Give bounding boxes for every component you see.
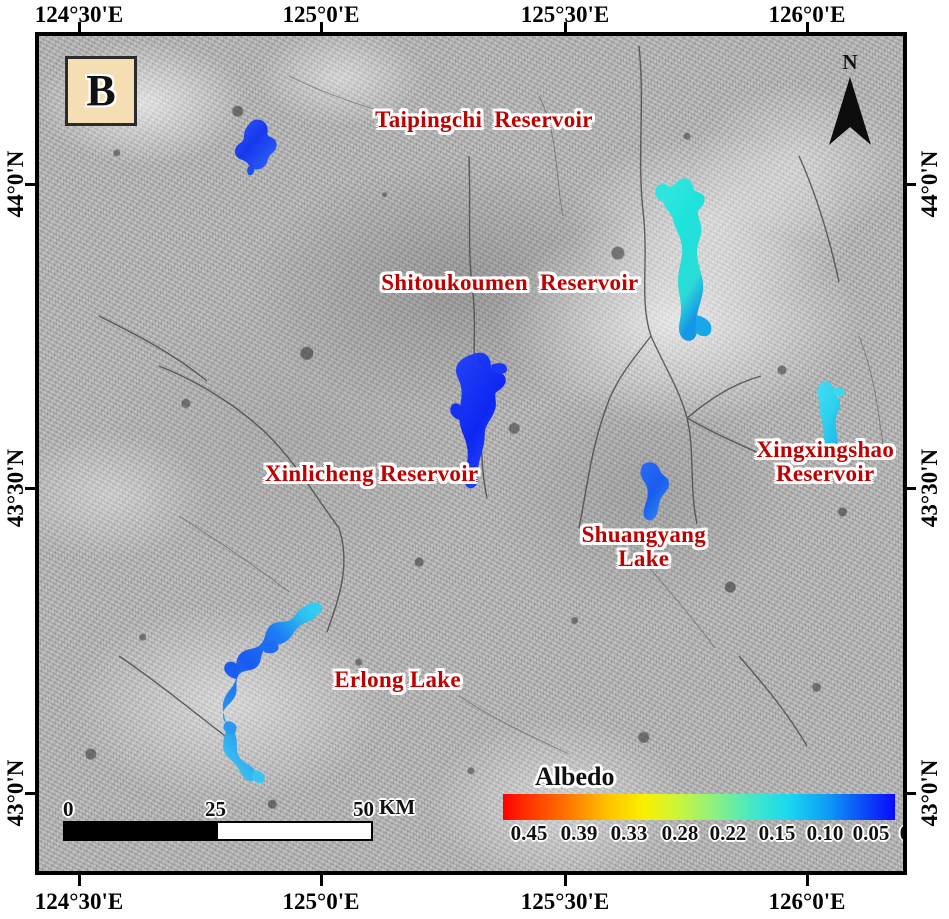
xingxingshao-reservoir-label[interactable]: Xingxingshao Reservoir <box>756 436 895 486</box>
xinlicheng-water <box>450 352 508 489</box>
legend-tick-2: 0.33 <box>610 821 648 845</box>
xinlicheng-reservoir-label[interactable]: Xinlicheng Reservoir <box>264 461 479 487</box>
tick-bottom-4 <box>806 875 809 886</box>
scalebar-tick-labels: 0 25 50 <box>63 797 393 821</box>
legend-tick-6: 0.10 <box>806 821 844 845</box>
tick-left-2 <box>25 487 36 490</box>
axis-left-label-1: 44°0'N <box>3 150 28 218</box>
tick-bottom-1 <box>78 875 81 886</box>
scalebar-tick-50: 50 <box>353 797 374 821</box>
map-frame: B N 0 25 50 KM Albedo 0.45 0.39 0.33 0.2… <box>35 32 907 875</box>
river-network <box>98 45 886 755</box>
legend-tick-4: 0.22 <box>709 821 747 845</box>
taipingchi-water <box>234 119 277 176</box>
axis-bottom-label-4: 126°0'E <box>768 889 846 914</box>
tick-top-2 <box>320 22 323 33</box>
axis-bottom-label-3: 125°30'E <box>520 889 610 914</box>
scalebar-tick-25: 25 <box>205 797 226 821</box>
albedo-legend: Albedo 0.45 0.39 0.33 0.28 0.22 0.15 0.1… <box>499 762 903 849</box>
tick-top-3 <box>564 22 567 33</box>
erlong-lake-label[interactable]: Erlong Lake <box>334 666 461 692</box>
legend-colorbar <box>503 794 895 820</box>
axis-right-label-2: 43°30'N <box>917 448 942 528</box>
north-arrow: N <box>821 52 879 149</box>
axis-right-label-3: 43°0'N <box>917 759 942 827</box>
legend-tick-1: 0.39 <box>560 821 598 845</box>
axis-top-label-2: 125°0'E <box>282 2 360 27</box>
axis-right-label-1: 44°0'N <box>917 150 942 218</box>
shuangyang-lake-label[interactable]: Shuangyang Lake <box>581 521 707 572</box>
tick-left-3 <box>25 792 36 795</box>
legend-tick-5: 0.15 <box>758 821 796 845</box>
legend-tick-8: 0 <box>900 821 903 846</box>
north-arrow-letter: N <box>842 50 858 74</box>
axis-bottom-label-2: 125°0'E <box>282 889 360 914</box>
legend-tick-7: 0.05 <box>852 821 890 845</box>
tick-top-1 <box>78 22 81 33</box>
axis-left-label-2: 43°30'N <box>3 448 28 528</box>
tick-bottom-2 <box>320 875 323 886</box>
shuangyang-water <box>640 461 669 521</box>
scalebar-filled-half <box>65 823 218 839</box>
panel-tag-letter: B <box>86 66 116 115</box>
erlong-water <box>223 601 323 783</box>
axis-top-label-1: 124°30'E <box>34 2 124 27</box>
shitoukoumen-water <box>655 178 712 341</box>
axis-left-label-3: 43°0'N <box>3 759 28 827</box>
tick-left-1 <box>25 183 36 186</box>
scalebar-unit-label: KM <box>379 795 416 819</box>
panel-tag: B <box>65 56 137 126</box>
axis-bottom-label-1: 124°30'E <box>34 889 124 914</box>
legend-tick-labels: 0.45 0.39 0.33 0.28 0.22 0.15 0.10 0.05 … <box>499 821 903 849</box>
tick-right-1 <box>905 183 916 186</box>
axis-top-label-3: 125°30'E <box>520 2 610 27</box>
legend-tick-3: 0.28 <box>661 821 699 845</box>
north-arrow-icon <box>829 77 871 145</box>
scalebar-bar <box>63 821 373 841</box>
tick-right-2 <box>905 487 916 490</box>
legend-title: Albedo <box>535 762 615 791</box>
shitoukoumen-reservoir-label[interactable]: Shitoukoumen Reservoir <box>381 270 639 296</box>
taipingchi-reservoir-label[interactable]: Taipingchi Reservoir <box>375 106 593 132</box>
legend-tick-0: 0.45 <box>510 821 548 845</box>
tick-top-4 <box>806 22 809 33</box>
axis-top-label-4: 126°0'E <box>768 2 846 27</box>
tick-bottom-3 <box>564 875 567 886</box>
scalebar-tick-0: 0 <box>63 797 74 821</box>
scalebar: 0 25 50 KM <box>63 795 415 841</box>
xingxingshao-water <box>817 381 845 456</box>
tick-right-3 <box>905 792 916 795</box>
